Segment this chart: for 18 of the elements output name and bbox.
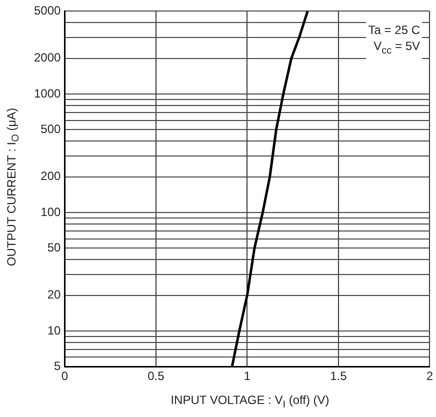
x-tick-label: 0.5 (148, 369, 165, 384)
x-tick-label: 1 (244, 369, 251, 384)
x-axis-title: INPUT VOLTAGE : V$_{I}$ (off) (V) (170, 393, 330, 410)
y-tick-label: 20 (47, 288, 62, 302)
annotation: Ta = 25 C (368, 22, 420, 38)
y-tick-label: 200 (40, 169, 62, 184)
x-tick-label: 0 (61, 369, 68, 384)
y-tick-label: 2000 (34, 50, 62, 65)
y-tick-label: 500 (40, 122, 62, 136)
y-tick-label: 5000 (34, 4, 62, 18)
y-tick-label: 50 (47, 240, 62, 254)
x-tick-label: 2 (426, 369, 434, 384)
annotation: V$_{cc}$ = 5V (372, 38, 420, 58)
y-tick-label: 1000 (34, 86, 62, 100)
x-tick-label: 1.5 (330, 369, 348, 384)
y-tick-label: 10 (47, 323, 62, 338)
y-tick-label: 100 (40, 204, 62, 219)
y-tick-label: 5 (54, 358, 62, 373)
